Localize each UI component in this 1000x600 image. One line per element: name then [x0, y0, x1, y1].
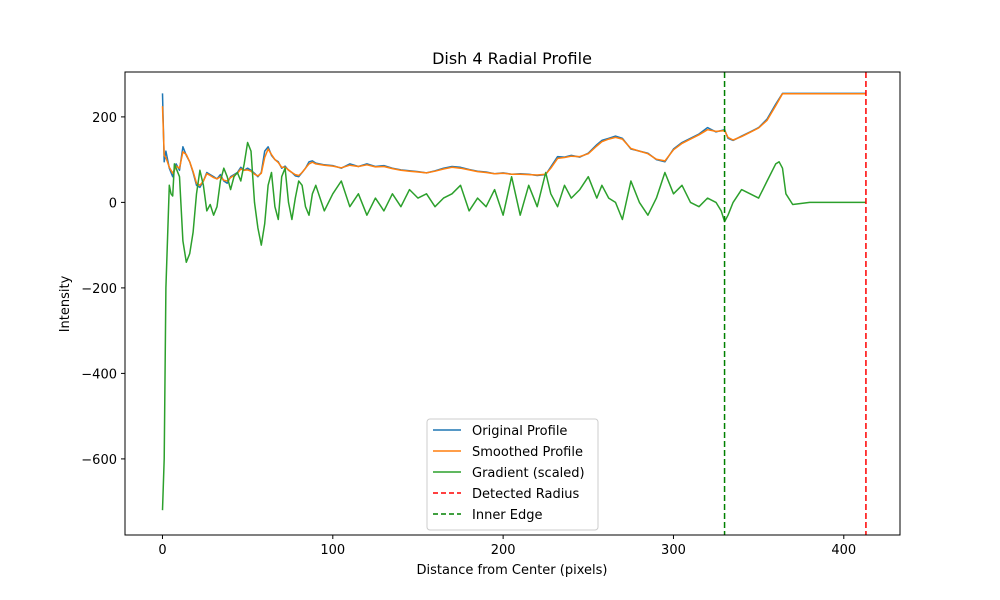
plot-frame — [124, 71, 901, 536]
legend-label-inner-edge: Inner Edge — [472, 508, 543, 523]
legend-label-smoothed-profile: Smoothed Profile — [472, 445, 583, 460]
vertical-lines — [723, 72, 867, 535]
y-tick-label: −200 — [81, 282, 117, 297]
legend-box — [426, 418, 599, 531]
y-tick-label: −400 — [81, 367, 117, 382]
y-tick-label: −600 — [81, 453, 117, 468]
x-tick-label: 200 — [491, 543, 516, 558]
x-tick-label: 300 — [661, 543, 686, 558]
y-tick-label: 200 — [92, 111, 117, 126]
x-axis-label: Distance from Center (pixels) — [417, 563, 608, 578]
x-tick-label: 400 — [831, 543, 856, 558]
legend-label-detected-radius: Detected Radius — [472, 487, 580, 502]
x-axis: 0 100 200 300 400 — [158, 535, 856, 558]
legend-label-original-profile: Original Profile — [472, 424, 567, 439]
y-tick-label: 0 — [109, 196, 117, 211]
legend: Original Profile Smoothed Profile Gradient… — [426, 418, 599, 531]
legend-label-gradient-scaled: Gradient (scaled) — [472, 466, 585, 481]
plot-lines — [161, 92, 866, 511]
x-tick-label: 0 — [158, 543, 166, 558]
x-tick-label: 100 — [320, 543, 345, 558]
chart-title: Dish 4 Radial Profile — [432, 49, 592, 68]
series-line-gradient-scaled — [161, 141, 866, 511]
y-axis-label: Intensity — [58, 275, 73, 332]
y-axis: −600 −400 −200 0 200 — [81, 111, 125, 468]
